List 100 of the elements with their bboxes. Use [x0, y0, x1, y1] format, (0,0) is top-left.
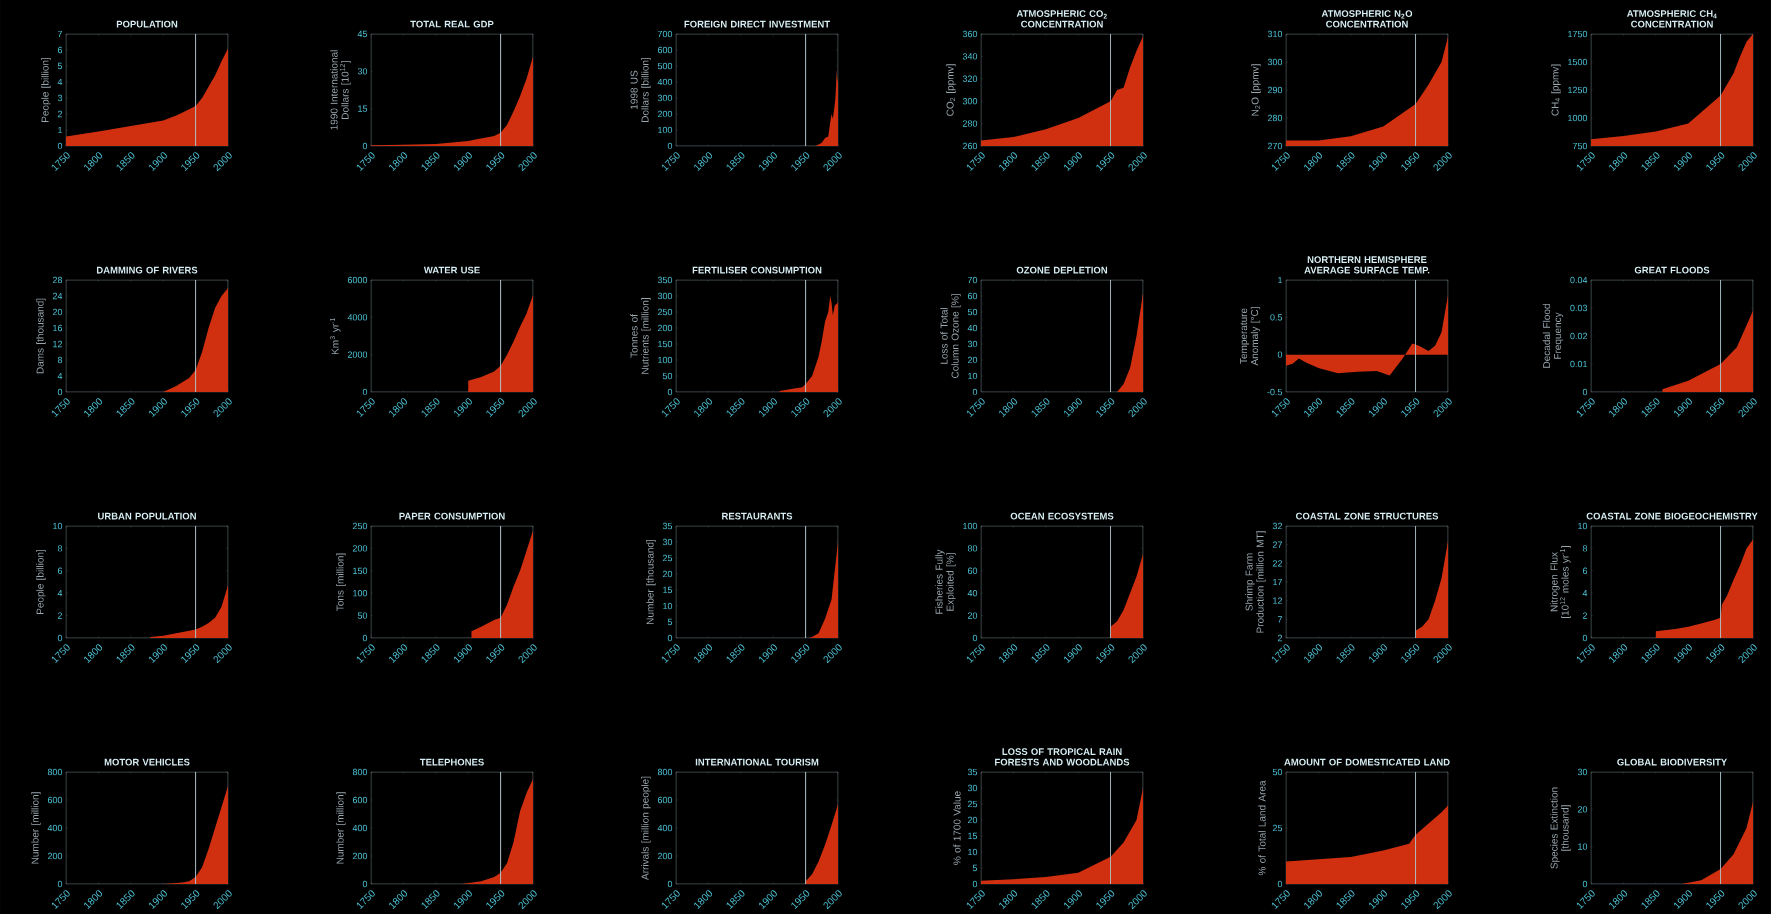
y-tick-label: 600: [657, 796, 673, 803]
y-tick-label: 60: [967, 567, 978, 574]
y-tick-label: 20: [662, 570, 673, 577]
chart-title: RESTAURANTS: [722, 512, 793, 520]
y-tick-label: 0.04: [1570, 276, 1588, 283]
y-tick-label: 8: [57, 544, 63, 552]
y-tick-label: 340: [962, 52, 978, 60]
y-axis-title: People [billion]: [36, 549, 46, 614]
y-tick-label: 50: [967, 308, 978, 315]
chart-title: COASTAL ZONE BIOGEOCHEMISTRY: [1586, 512, 1758, 520]
y-tick-label: 17: [1273, 578, 1283, 585]
chart-title: MOTOR VEHICLES: [104, 758, 190, 766]
chart-title: AMOUNT OF DOMESTICATED LAND: [1284, 758, 1450, 766]
y-tick-label: 200: [657, 110, 673, 117]
y-tick-label: 290: [1267, 86, 1283, 93]
y-tick-label: 60: [967, 292, 978, 299]
chart-title: URBAN POPULATION: [98, 512, 196, 520]
y-tick-label: 270: [1267, 142, 1283, 149]
y-tick-label: 4: [57, 372, 63, 379]
chart-title: OZONE DEPLETION: [1016, 266, 1108, 274]
y-tick-label: 0: [1582, 634, 1588, 641]
y-tick-label: 800: [352, 768, 368, 775]
y-tick-label: 25: [1272, 824, 1283, 831]
y-tick-label: 250: [657, 308, 673, 315]
y-tick-label: 700: [657, 30, 673, 37]
chart-title: COASTAL ZONE STRUCTURES: [1295, 512, 1439, 520]
chart-title: FOREIGN DIRECT INVESTMENT: [684, 20, 831, 28]
chart-title: TOTAL REAL GDP: [410, 20, 494, 28]
y-tick-label: 280: [962, 120, 978, 127]
y-tick-label: 260: [962, 142, 978, 149]
y-tick-label: 300: [1267, 58, 1283, 65]
y-tick-label: 5: [972, 864, 978, 871]
y-tick-label: 2: [57, 612, 63, 619]
y-tick-label: 400: [657, 824, 673, 831]
y-tick-label: 25: [967, 800, 978, 807]
y-axis-title: Tons [million]: [336, 553, 346, 611]
y-axis-title: Number [million]: [336, 792, 346, 864]
chart-title: TELEPHONES: [419, 758, 484, 766]
y-tick-label: 1: [1278, 276, 1283, 283]
y-tick-label: 40: [967, 324, 978, 331]
y-axis-title: Shrimp Farm Production [million MT]: [1245, 531, 1266, 633]
y-tick-label: 6: [57, 46, 63, 53]
y-axis-title: % of 1700 Value: [953, 791, 961, 865]
y-tick-label: 1: [58, 126, 63, 133]
y-tick-label: 10: [968, 848, 978, 855]
y-tick-label: 300: [962, 97, 978, 105]
y-tick-label: 200: [352, 852, 368, 859]
y-tick-label: 16: [53, 324, 63, 331]
y-tick-label: 10: [53, 522, 63, 529]
y-tick-label: 0: [1582, 388, 1588, 395]
y-tick-label: 300: [657, 94, 673, 101]
y-axis-title: Number [thousand]: [646, 539, 656, 624]
y-tick-label: 15: [968, 832, 978, 839]
y-tick-label: 4000: [347, 313, 368, 321]
y-tick-label: 100: [658, 126, 673, 133]
y-tick-label: 12: [1273, 597, 1283, 604]
y-tick-label: 8: [1582, 544, 1588, 552]
y-axis-title: Temperature Anomaly [°C]: [1240, 306, 1261, 366]
y-tick-label: 400: [657, 78, 673, 85]
y-tick-label: 0: [972, 880, 978, 887]
y-axis-title: Dams [thousand]: [36, 298, 46, 374]
y-tick-label: 20: [1577, 805, 1588, 813]
y-tick-label: 1250: [1568, 86, 1588, 93]
y-tick-label: 10: [1578, 522, 1588, 529]
y-tick-label: 150: [658, 340, 673, 347]
chart-title: GREAT FLOODS: [1634, 266, 1710, 274]
y-tick-label: 15: [358, 105, 368, 112]
y-axis-title: Decadal Flood Frequency: [1542, 303, 1564, 368]
y-tick-label: 20: [967, 612, 978, 619]
y-tick-label: 12: [53, 340, 63, 347]
y-tick-label: 0: [57, 142, 63, 149]
y-tick-label: 310: [1267, 30, 1283, 37]
y-tick-label: 320: [962, 75, 978, 82]
y-tick-label: 600: [657, 46, 673, 53]
y-tick-label: 2: [1277, 634, 1283, 641]
y-tick-label: 800: [47, 768, 63, 775]
y-tick-label: 0: [972, 388, 978, 395]
y-tick-label: 4: [57, 78, 63, 85]
y-tick-label: 70: [967, 276, 978, 283]
y-tick-label: 0: [57, 880, 63, 887]
y-tick-label: 4: [1582, 589, 1588, 597]
y-tick-label: 35: [662, 522, 673, 529]
y-tick-label: 10: [663, 602, 673, 609]
y-axis-title: CH$_{4}$ [ppmv]: [1551, 64, 1561, 116]
y-tick-label: 30: [967, 784, 978, 791]
y-tick-label: 30: [662, 538, 673, 545]
y-tick-label: 35: [967, 768, 978, 775]
y-tick-label: 0: [667, 634, 673, 641]
chart-title: LOSS OF TROPICAL RAIN FORESTS AND WOODLANDS: [995, 748, 1130, 766]
y-tick-label: 0: [667, 388, 673, 395]
y-tick-label: 0: [1277, 351, 1283, 358]
y-tick-label: 600: [47, 796, 63, 803]
y-tick-label: 280: [1267, 114, 1283, 121]
y-tick-label: 0: [362, 634, 368, 641]
y-tick-label: 750: [1572, 142, 1588, 149]
y-axis-title: Arrivals [million people]: [641, 776, 651, 880]
y-tick-label: 360: [962, 30, 978, 37]
chart-title: ATMOSPHERIC CH$_{4}$ CONCENTRATION: [1626, 10, 1717, 28]
y-tick-label: 20: [967, 816, 978, 823]
y-tick-label: 100: [353, 589, 368, 597]
